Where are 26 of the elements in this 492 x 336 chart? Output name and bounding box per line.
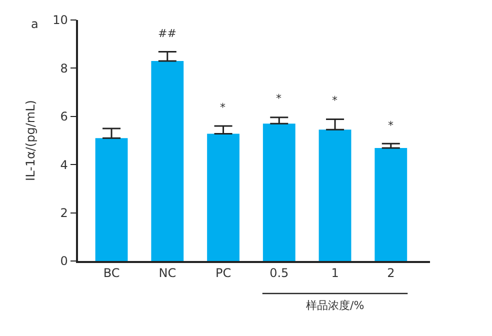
annotation: * bbox=[276, 92, 282, 105]
y-tick-label: 2 bbox=[60, 206, 68, 220]
text: a bbox=[31, 17, 38, 31]
x-axis-title: 样品浓度/% bbox=[306, 299, 364, 312]
y-tick-label: 6 bbox=[60, 110, 68, 124]
bar bbox=[95, 138, 128, 261]
y-tick-label: 10 bbox=[52, 13, 68, 28]
bar bbox=[262, 124, 296, 261]
x-tick-label: 1 bbox=[331, 266, 339, 280]
bar bbox=[151, 60, 184, 261]
y-tick-label: 0 bbox=[60, 254, 68, 268]
y-tick-label: 4 bbox=[60, 158, 68, 172]
bar bbox=[318, 130, 352, 261]
annotation: ## bbox=[158, 27, 176, 40]
bar bbox=[374, 148, 408, 261]
y-tick-label: 8 bbox=[60, 61, 68, 76]
x-tick-label: PC bbox=[215, 266, 232, 280]
bar bbox=[207, 134, 240, 261]
x-tick-label: NC bbox=[158, 266, 176, 280]
annotation: * bbox=[220, 101, 226, 114]
annotation: * bbox=[388, 119, 394, 132]
x-tick-label: 2 bbox=[387, 266, 395, 280]
x-tick-label: 0.5 bbox=[270, 266, 289, 280]
annotation: * bbox=[332, 94, 338, 107]
y-axis-title: IL-1α/(pg/mL) bbox=[23, 100, 38, 181]
x-tick-label: BC bbox=[103, 266, 120, 280]
